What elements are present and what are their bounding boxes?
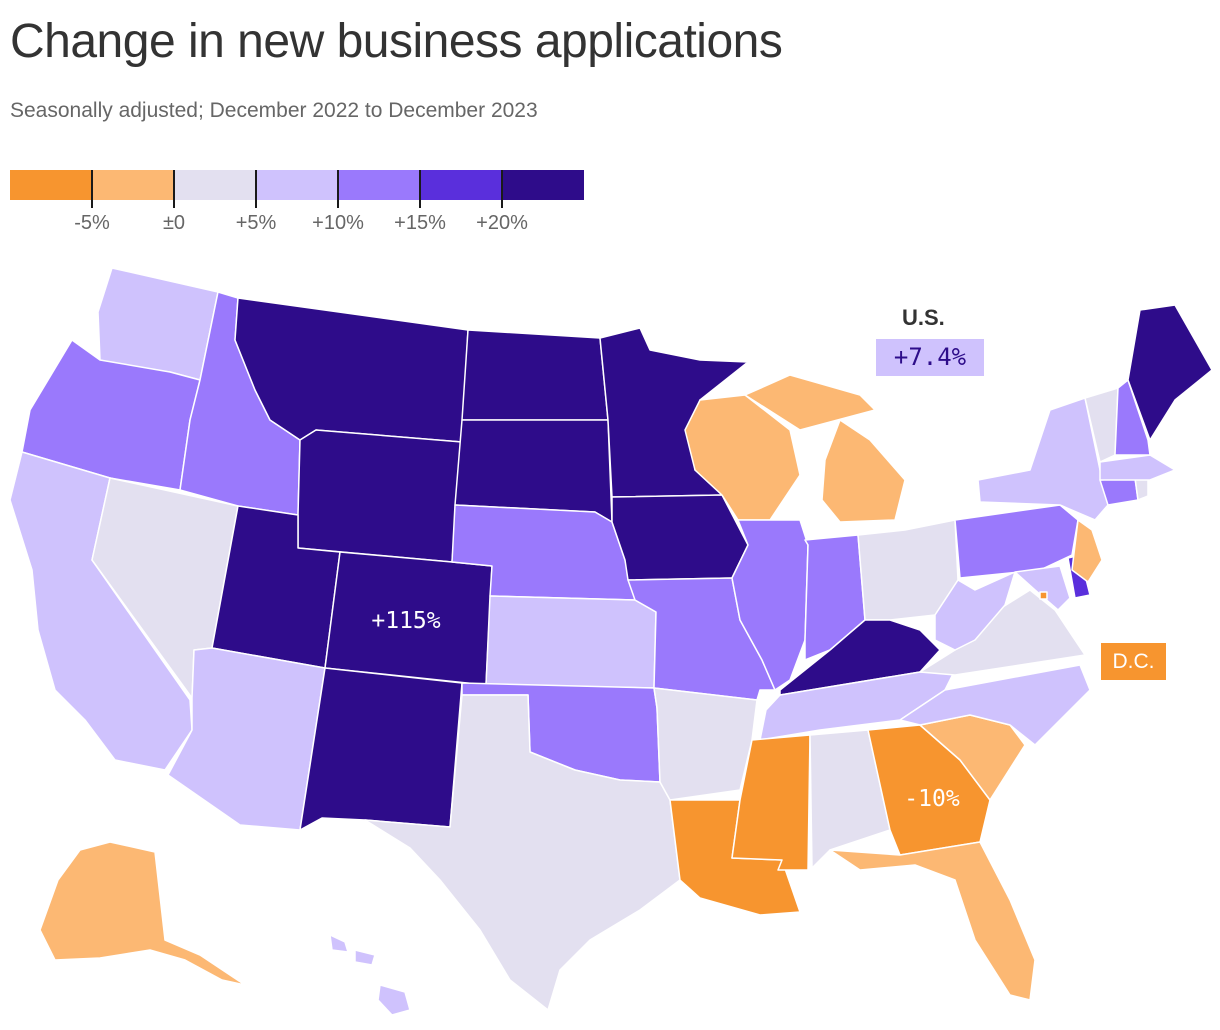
legend-swatch — [92, 170, 174, 200]
state-fl — [829, 841, 1036, 1001]
legend-swatch — [338, 170, 420, 200]
dc-callout: D.C. — [1101, 643, 1166, 680]
legend-swatch — [174, 170, 256, 200]
state-nj — [1071, 519, 1103, 583]
legend-tick-label: +10% — [312, 212, 364, 234]
state-al — [809, 729, 891, 869]
state-mi — [744, 374, 906, 523]
state-ak — [39, 841, 246, 986]
state-nm — [299, 667, 463, 831]
state-nd — [461, 329, 609, 421]
state-nc — [899, 664, 1091, 746]
chart-subtitle: Seasonally adjusted; December 2022 to De… — [10, 99, 538, 122]
state-ia — [611, 494, 749, 581]
state-hi — [329, 934, 411, 1016]
color-legend: -5% ±0 +5% +10% +15% +20% — [10, 170, 584, 240]
state-il — [731, 519, 809, 691]
state-ma — [1099, 454, 1176, 481]
state-md — [1014, 565, 1071, 611]
legend-tick — [173, 170, 175, 208]
state-wy — [297, 429, 463, 563]
legend-tick-label: -5% — [74, 212, 110, 234]
legend-tick — [419, 170, 421, 208]
legend-tick — [337, 170, 339, 208]
legend-bar — [10, 170, 584, 200]
legend-swatch — [502, 170, 584, 200]
legend-tick — [255, 170, 257, 208]
state-tx — [364, 694, 681, 1011]
colorado-value-label: +115% — [371, 608, 440, 634]
state-ar — [653, 687, 758, 801]
georgia-value-label: -10% — [904, 786, 960, 812]
legend-swatch — [256, 170, 338, 200]
state-dc — [1039, 591, 1048, 600]
legend-tick-label: +20% — [476, 212, 528, 234]
us-callout-label: U.S. — [902, 305, 945, 330]
state-ri — [1134, 477, 1149, 501]
legend-tick-label: ±0 — [162, 212, 186, 234]
us-callout-value: +7.4% — [876, 339, 984, 376]
legend-swatch — [420, 170, 502, 200]
us-map: +115% -10% — [9, 267, 1213, 1016]
chart-title: Change in new business applications — [10, 15, 783, 68]
state-ks — [485, 595, 657, 689]
state-mt — [234, 297, 469, 443]
legend-tick-label: +5% — [235, 212, 277, 234]
legend-swatch — [10, 170, 92, 200]
legend-tick — [91, 170, 93, 208]
state-ny — [977, 397, 1109, 521]
state-me — [1127, 304, 1213, 441]
legend-tick-label: +15% — [394, 212, 446, 234]
state-nh — [1114, 379, 1151, 456]
legend-tick — [501, 170, 503, 208]
state-wv — [934, 571, 1016, 651]
